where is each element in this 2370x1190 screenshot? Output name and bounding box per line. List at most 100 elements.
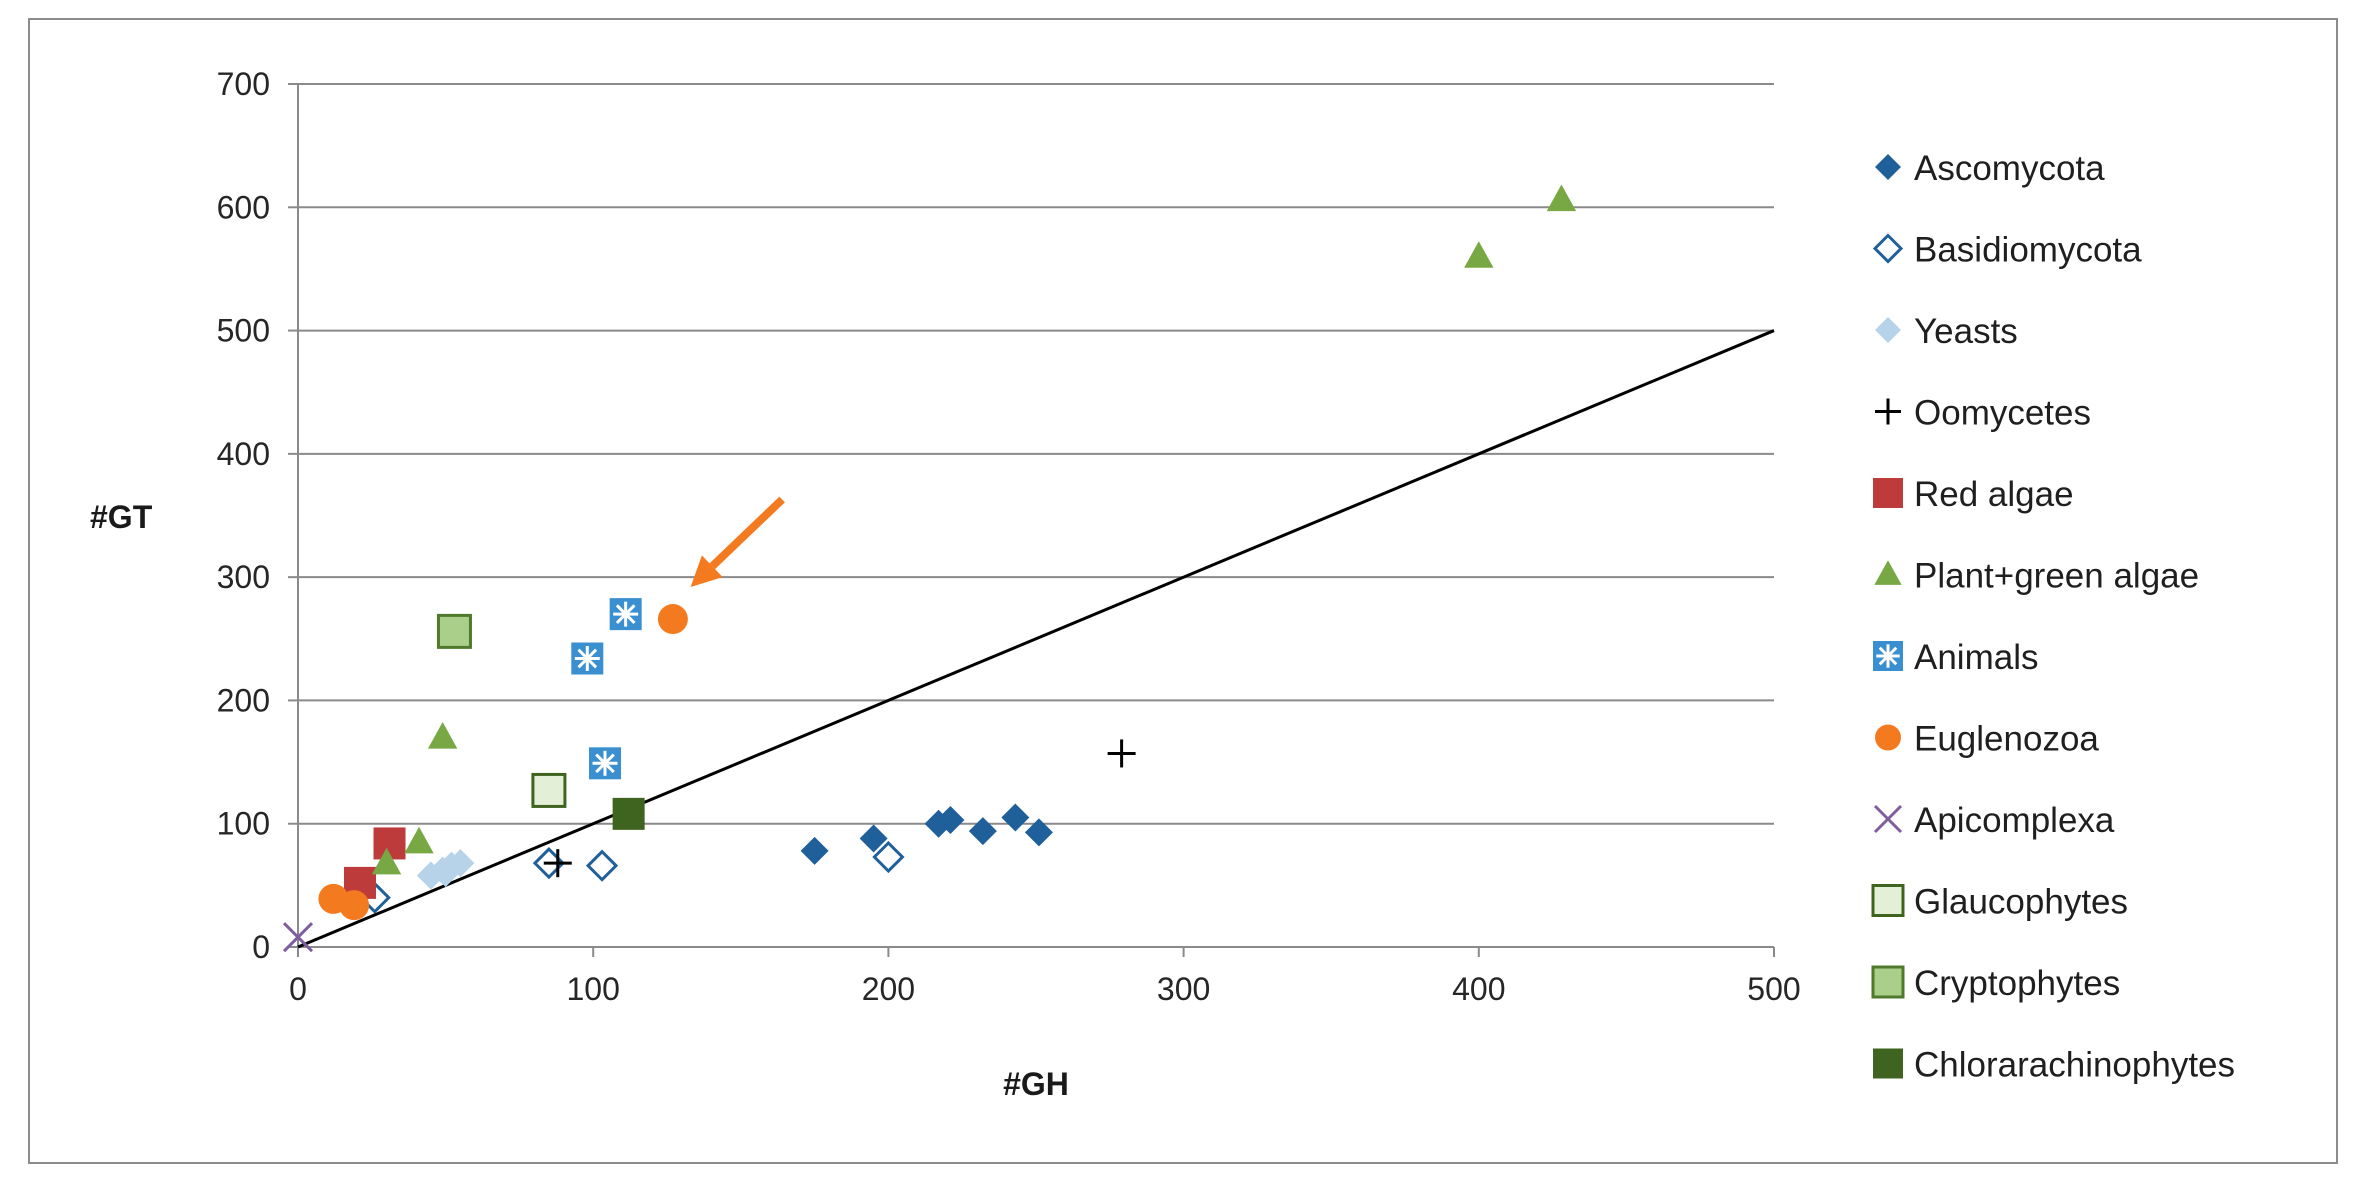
data-point [612,797,645,830]
legend-item: Red algae [1873,475,2074,514]
annotation-group [690,496,785,588]
x-tick-label-100: 100 [567,971,620,1007]
data-point [571,642,604,675]
data-point [657,604,688,635]
y-tick-label-400: 400 [217,436,270,472]
legend-label: Oomycetes [1914,394,2091,433]
data-point [872,840,905,874]
legend-label: Plant+green algae [1914,557,2199,596]
data-point [1464,241,1494,268]
legend-item: Basidiomycota [1872,231,2142,270]
series-cryptophytes [436,613,472,649]
series-apicomplexa [282,922,314,953]
legend-item: Chlorarachinophytes [1873,1046,2235,1085]
data-point [589,747,622,780]
legend-marker [1871,965,1905,999]
series-animals [571,598,642,780]
legend-item: Euglenozoa [1875,720,2099,759]
data-point [436,613,472,649]
series-oomycetes [543,739,1136,878]
data-point [1546,184,1577,212]
series-plant-green-algae [371,184,1577,875]
legend-label: Ascomycota [1914,149,2105,188]
legend-marker [1875,154,1901,180]
legend-marker [1872,233,1904,264]
legend-marker [1873,478,1903,508]
legend-item: Plant+green algae [1874,557,2199,596]
legend-label: Animals [1914,638,2038,677]
legend-item: Animals [1873,638,2038,677]
tick-labels: 0 100 200 300 400 500 0 100 200 300 400 500 600 700 [217,66,1801,1007]
series-red-algae [343,827,406,899]
data-point [800,836,829,865]
gridlines [298,83,1774,825]
legend-marker [1875,724,1901,751]
chart-frame [28,18,2338,1164]
y-tick-label-700: 700 [217,66,270,102]
legend-item: Oomycetes [1875,394,2091,433]
y-tick-label-200: 200 [217,682,270,718]
legend-label: Euglenozoa [1914,720,2099,759]
legend-item: Yeasts [1875,312,2018,351]
data-point [609,598,642,631]
legend-marker [1875,398,1901,425]
annotation-arrow-shaft [709,496,785,570]
data-point [531,772,567,808]
reference-line-group [297,329,1775,949]
data-point [585,849,619,882]
legend-item: Glaucophytes [1871,883,2128,922]
legend-marker [1873,804,1903,834]
data-point [543,849,572,878]
legend-label: Cryptophytes [1914,964,2120,1003]
data-point [936,806,965,835]
x-tick-label-0: 0 [289,971,307,1007]
reference-line [297,329,1775,949]
legend-label: Red algae [1914,475,2074,514]
data-point [282,922,314,953]
legend-marker [1873,641,1903,671]
x-axis-title: #GH [1003,1066,1069,1102]
legend-marker [1873,1048,1903,1079]
legend-label: Apicomplexa [1914,801,2115,840]
y-tick-label-600: 600 [217,189,270,225]
x-tick-label-400: 400 [1452,971,1505,1007]
data-point [1024,818,1053,847]
x-tick-label-500: 500 [1747,971,1800,1007]
y-axis-title: #GT [90,499,153,535]
series-ascomycota [800,803,1053,865]
legend: Ascomycota Basidiomycota Yeasts Oomycetes Re… [1871,149,2235,1085]
data-point [859,824,888,853]
annotation-arrow-head [690,555,723,588]
series-yeasts [416,849,475,890]
y-tick-label-300: 300 [217,559,270,595]
series-chlorarachinophytes [612,797,645,830]
legend-item: Apicomplexa [1873,801,2115,840]
y-tick-label-0: 0 [252,929,270,965]
legend-item: Ascomycota [1875,149,2105,188]
legend-label: Glaucophytes [1914,883,2128,922]
series-glaucophytes [531,772,567,808]
legend-marker [1875,317,1901,343]
legend-marker [1871,884,1905,917]
data-point [1001,803,1030,832]
legend-item: Cryptophytes [1871,964,2120,1003]
axes [288,83,1775,957]
data-point [404,826,434,854]
series-euglenozoa [318,604,688,921]
data-point [431,859,460,888]
data-point [427,722,458,749]
legend-marker [1874,560,1902,585]
x-tick-label-300: 300 [1157,971,1210,1007]
y-tick-label-100: 100 [217,806,270,842]
data-points [282,184,1577,953]
legend-label: Basidiomycota [1914,231,2142,270]
legend-label: Yeasts [1914,312,2018,351]
y-tick-label-500: 500 [217,313,270,349]
data-point [968,817,997,846]
data-point [371,847,402,875]
data-point [1107,739,1136,768]
data-point [339,890,370,921]
x-tick-label-200: 200 [862,971,915,1007]
legend-label: Chlorarachinophytes [1914,1046,2235,1085]
